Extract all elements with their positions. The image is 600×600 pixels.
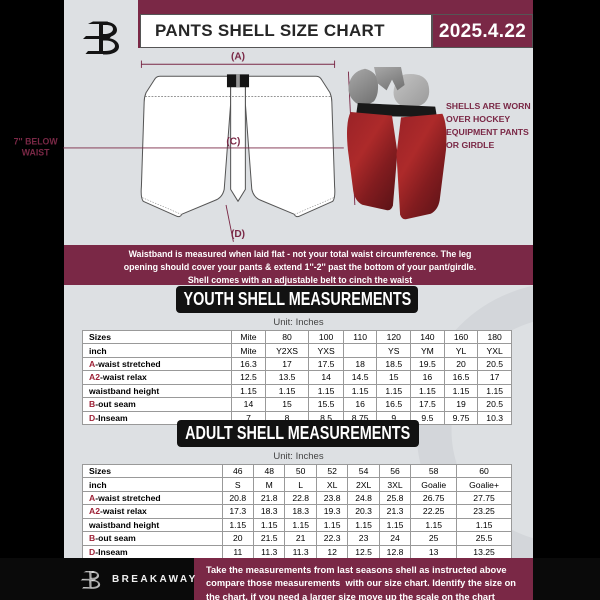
svg-text:WAIST: WAIST — [22, 147, 50, 157]
svg-text:(A): (A) — [231, 52, 245, 63]
svg-text:7'' BELOW: 7'' BELOW — [14, 136, 59, 146]
svg-text:(D): (D) — [231, 229, 245, 240]
svg-text:(C): (C) — [226, 136, 240, 147]
